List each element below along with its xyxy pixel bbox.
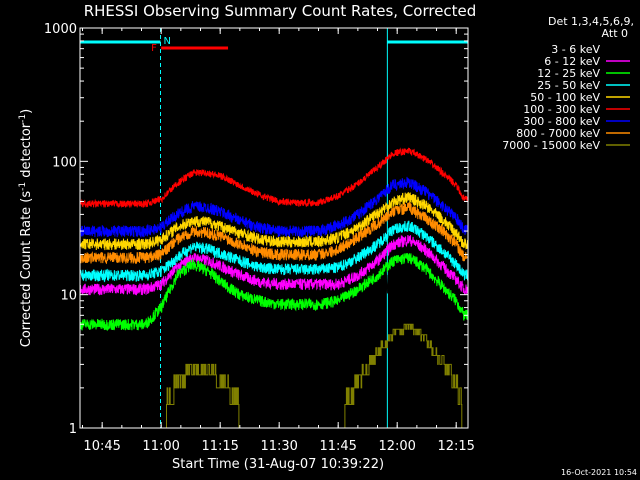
y-axis-label-mid: detector bbox=[19, 122, 34, 182]
legend-label: 50 - 100 keV bbox=[530, 91, 600, 104]
legend-label: 100 - 300 keV bbox=[523, 103, 600, 116]
y-axis-label: Corrected Count Rate (s-1 detector-1) bbox=[18, 109, 34, 347]
y-axis-ticks: 1 10 100 1000 bbox=[44, 22, 468, 437]
x-tick-label: 11:30 bbox=[260, 439, 297, 454]
x-tick-label: 11:15 bbox=[201, 439, 238, 454]
y-tick-label: 1000 bbox=[44, 22, 77, 37]
y-axis-label-sup1: -1 bbox=[18, 182, 28, 191]
legend-label: 300 - 800 keV bbox=[523, 115, 600, 128]
y-axis-label-end: ) bbox=[19, 109, 34, 114]
x-tick-label: 10:45 bbox=[83, 439, 120, 454]
chart-title: RHESSI Observing Summary Count Rates, Co… bbox=[84, 2, 477, 20]
y-tick-label: 1 bbox=[69, 422, 77, 437]
series-line-0 bbox=[79, 254, 469, 356]
x-tick-label: 12:00 bbox=[378, 439, 415, 454]
timestamp: 16-Oct-2021 10:54 bbox=[561, 468, 637, 477]
x-tick-label: 11:00 bbox=[142, 439, 179, 454]
legend-label: 6 - 12 keV bbox=[544, 55, 600, 68]
plot-frame bbox=[79, 27, 469, 429]
series-line-7 bbox=[79, 201, 469, 265]
x-tick-label: 11:45 bbox=[319, 439, 356, 454]
legend-header-line1: Det 1,3,4,5,6,9, bbox=[548, 15, 634, 28]
legend-label: 12 - 25 keV bbox=[537, 67, 600, 80]
legend-label: 25 - 50 keV bbox=[537, 79, 600, 92]
y-tick-label: 100 bbox=[52, 155, 77, 170]
x-axis-ticks: 10:45 11:00 11:15 11:30 11:45 12:00 12:15 bbox=[81, 28, 475, 454]
x-tick-label: 12:15 bbox=[437, 439, 474, 454]
legend-label: 3 - 6 keV bbox=[551, 43, 600, 56]
y-axis-label-sup2: -1 bbox=[18, 114, 28, 123]
y-tick-label: 10 bbox=[60, 289, 77, 304]
legend-header-line2: Att 0 bbox=[602, 27, 628, 40]
x-axis-label: Start Time (31-Aug-07 10:39:22) bbox=[172, 457, 384, 472]
flare-marker-label: F bbox=[151, 43, 157, 54]
legend-label: 800 - 7000 keV bbox=[516, 127, 600, 140]
series-line-3 bbox=[79, 220, 469, 283]
night-marker-label: N bbox=[164, 36, 171, 47]
series-line-6 bbox=[79, 176, 469, 239]
series-line-5 bbox=[79, 147, 469, 209]
series-line-2 bbox=[79, 253, 469, 332]
series-line-1 bbox=[79, 234, 469, 296]
legend-label: 7000 - 15000 keV bbox=[502, 139, 600, 152]
y-axis-label-main: Corrected Count Rate (s bbox=[19, 191, 34, 348]
